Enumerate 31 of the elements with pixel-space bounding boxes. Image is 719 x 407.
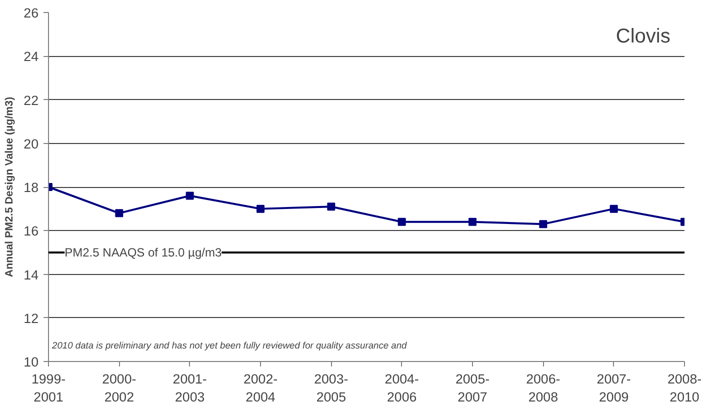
x-tick-label: 2007- 2009 <box>596 372 631 404</box>
x-tick-label: 2000- 2002 <box>102 372 136 404</box>
x-tick-label: 2008- 2010 <box>667 372 702 404</box>
ref-line-label: PM2.5 NAAQS of 15.0 µg/m3 <box>64 245 222 260</box>
y-tick-label: 12 <box>24 310 39 326</box>
point <box>327 202 336 211</box>
point <box>115 209 124 218</box>
y-tick-label: 18 <box>24 180 39 195</box>
x-tick-label: 1999- 2001 <box>31 372 66 404</box>
annotation: 2010 data is preliminary and has not yet been fully reviewed for quality assurance and <box>51 340 408 351</box>
x-tick-label: 2002- 2004 <box>243 372 278 404</box>
text: Clovis <box>616 26 670 48</box>
y-tick-label: 22 <box>24 92 39 108</box>
point <box>398 218 406 226</box>
point <box>186 192 194 200</box>
x-tick-label: 2003- 2005 <box>314 372 348 404</box>
y-tick-label: 26 <box>24 6 39 20</box>
y-tick-label: 24 <box>24 49 40 64</box>
y-tick-label: 10 <box>24 354 39 370</box>
y-tick-label: 20 <box>24 136 39 152</box>
y-axis-title: Annual PM2.5 Design Value (µg/m3) <box>4 96 16 278</box>
point <box>610 204 618 213</box>
x-tick-label: 2001- 2003 <box>172 372 207 404</box>
x-tick-label: 2004- 2006 <box>384 372 419 404</box>
point <box>468 218 476 226</box>
y-tick-label: 14 <box>24 267 40 282</box>
point <box>256 204 264 213</box>
point <box>539 220 548 228</box>
x-tick-label: 2005- 2007 <box>455 372 490 404</box>
x-tick-label: 2006- 2008 <box>526 372 560 404</box>
y-tick-label: 16 <box>24 224 39 239</box>
